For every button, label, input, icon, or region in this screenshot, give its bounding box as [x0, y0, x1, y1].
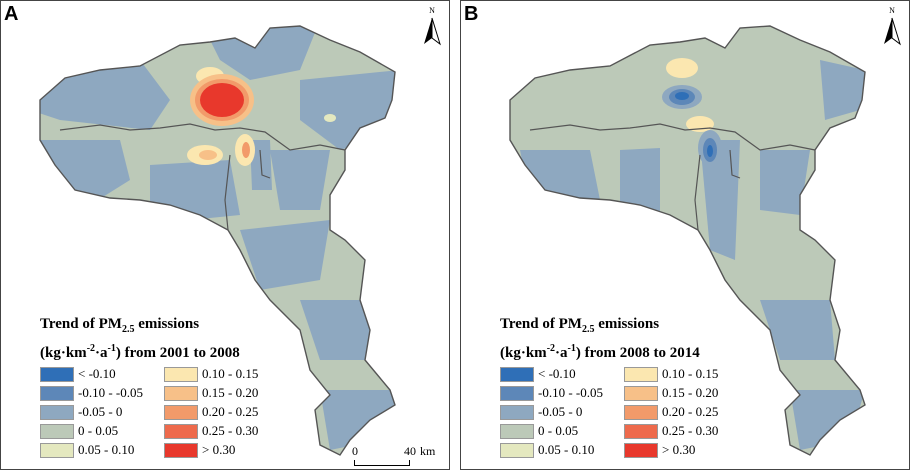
legend-item: 0.25 - 0.30: [164, 422, 304, 440]
legend-swatch: [624, 366, 658, 382]
legend-label: 0.05 - 0.10: [538, 442, 595, 457]
legend-label: > 0.30: [662, 442, 696, 457]
legend-item: 0 - 0.05: [500, 422, 640, 440]
legend-item: 0.05 - 0.10: [500, 441, 640, 459]
legend-swatch: [500, 442, 534, 458]
title-text: Trend of PM: [40, 316, 122, 332]
legend-item: -0.10 - -0.05: [500, 384, 640, 402]
legend-label: 0.10 - 0.15: [662, 366, 719, 381]
legend-label: 0.15 - 0.20: [662, 385, 719, 400]
legend-item: 0.10 - 0.15: [624, 365, 764, 383]
title-emissions: emissions: [594, 316, 660, 332]
legend-label: 0.20 - 0.25: [202, 404, 259, 419]
legend-swatch: [40, 366, 74, 382]
legend-label: 0.15 - 0.20: [202, 385, 259, 400]
legend-swatch: [500, 423, 534, 439]
scale-unit: km: [420, 444, 436, 458]
legend-swatch: [624, 385, 658, 401]
legend-label: < -0.10: [538, 366, 576, 381]
legend-label: 0 - 0.05: [78, 423, 119, 438]
scale-zero: 0: [352, 444, 358, 458]
panel-label-a: A: [4, 3, 19, 25]
title-sup1: -2: [546, 343, 556, 354]
title-period: ) from 2008 to 2014: [575, 345, 700, 361]
legend-swatch: [40, 423, 74, 439]
north-arrow-icon: [884, 17, 901, 46]
legend-label: -0.05 - 0: [78, 404, 123, 419]
title-sup1: -2: [86, 343, 96, 354]
legend-title-b: Trend of PM2.5 emissions (kg·km-2·a-1) f…: [500, 315, 700, 363]
legend-label: 0 - 0.05: [538, 423, 579, 438]
legend-label: -0.10 - -0.05: [538, 385, 603, 400]
map-frame-a: [0, 0, 450, 470]
legend-label: 0.25 - 0.30: [202, 423, 259, 438]
legend-item: 0.25 - 0.30: [624, 422, 764, 440]
map-a: [39, 25, 396, 456]
legend-b: < -0.10 -0.10 - -0.05 -0.05 - 0 0 - 0.05…: [500, 365, 800, 465]
title-unit-b: ·a: [95, 345, 108, 361]
legend-swatch: [40, 385, 74, 401]
title-text: Trend of PM: [500, 316, 582, 332]
legend-label: > 0.30: [202, 442, 236, 457]
legend-title-a: Trend of PM2.5 emissions (kg·km-2·a-1) f…: [40, 315, 240, 363]
legend-swatch: [500, 385, 534, 401]
legend-item: 0 - 0.05: [40, 422, 180, 440]
north-arrow-a: N: [421, 6, 443, 48]
legend-item: 0.05 - 0.10: [40, 441, 180, 459]
legend-label: < -0.10: [78, 366, 116, 381]
panel-b: B N Trend of PM2.5 emissions (kg·km-2·a-…: [460, 0, 912, 472]
panel-a: A N Trend of PM2.5 emissions (kg·km-2·a-…: [0, 0, 452, 472]
panel-label-b: B: [464, 3, 479, 25]
title-emissions: emissions: [134, 316, 200, 332]
title-sub: 2.5: [121, 324, 135, 335]
map-frame-b: [460, 0, 910, 470]
title-sub: 2.5: [581, 324, 595, 335]
north-arrow-icon: [424, 17, 441, 46]
legend-item: 0.10 - 0.15: [164, 365, 304, 383]
legend-swatch: [164, 423, 198, 439]
legend-swatch: [624, 423, 658, 439]
legend-item: 0.15 - 0.20: [164, 384, 304, 402]
legend-swatch: [164, 385, 198, 401]
legend-label: -0.10 - -0.05: [78, 385, 143, 400]
legend-item: < -0.10: [40, 365, 180, 383]
legend-label: 0.05 - 0.10: [78, 442, 135, 457]
legend-item: > 0.30: [164, 441, 304, 459]
north-label: N: [429, 6, 435, 15]
legend-swatch: [624, 442, 658, 458]
legend-swatch: [624, 404, 658, 420]
legend-swatch: [164, 366, 198, 382]
title-unit-a: (kg·km: [500, 345, 547, 361]
title-sup2: -1: [567, 343, 576, 354]
scale-bar: 0 40 km: [352, 444, 448, 468]
legend-item: < -0.10: [500, 365, 640, 383]
north-label: N: [889, 6, 895, 15]
title-period: ) from 2001 to 2008: [115, 345, 240, 361]
legend-swatch: [40, 442, 74, 458]
legend-item: 0.20 - 0.25: [164, 403, 304, 421]
scale-line: [354, 460, 410, 466]
map-b: [509, 25, 866, 456]
legend-item: > 0.30: [624, 441, 764, 459]
title-sup2: -1: [107, 343, 116, 354]
legend-item: -0.10 - -0.05: [40, 384, 180, 402]
legend-swatch: [164, 442, 198, 458]
title-unit-b: ·a: [555, 345, 568, 361]
scale-end: 40: [404, 444, 416, 458]
legend-swatch: [500, 366, 534, 382]
legend-swatch: [500, 404, 534, 420]
legend-item: -0.05 - 0: [40, 403, 180, 421]
title-unit-a: (kg·km: [40, 345, 87, 361]
legend-label: 0.20 - 0.25: [662, 404, 719, 419]
legend-label: 0.25 - 0.30: [662, 423, 719, 438]
legend-item: -0.05 - 0: [500, 403, 640, 421]
legend-swatch: [164, 404, 198, 420]
legend-label: -0.05 - 0: [538, 404, 583, 419]
legend-item: 0.20 - 0.25: [624, 403, 764, 421]
legend-label: 0.10 - 0.15: [202, 366, 259, 381]
legend-item: 0.15 - 0.20: [624, 384, 764, 402]
legend-a: < -0.10 -0.10 - -0.05 -0.05 - 0 0 - 0.05…: [40, 365, 340, 465]
north-arrow-b: N: [881, 6, 903, 48]
legend-swatch: [40, 404, 74, 420]
